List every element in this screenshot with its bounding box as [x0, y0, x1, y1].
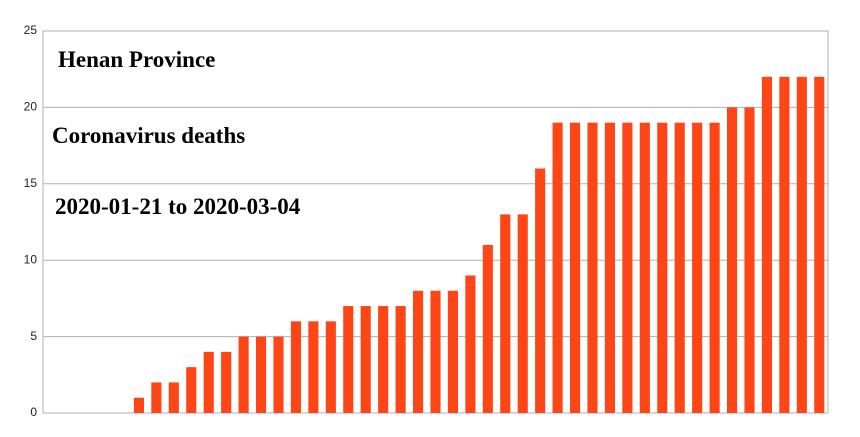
bar	[378, 306, 389, 413]
bar	[151, 382, 162, 413]
bar	[814, 76, 825, 413]
bar	[465, 275, 476, 413]
bar	[290, 321, 302, 413]
chart-title: Henan Province	[58, 47, 215, 72]
bar	[569, 122, 581, 414]
date-range: 2020-01-21 to 2020-03-04	[55, 194, 301, 219]
bar	[622, 122, 633, 414]
bar	[221, 351, 232, 413]
bar	[709, 122, 720, 414]
chart-subtitle: Coronavirus deaths	[52, 123, 245, 148]
bar	[761, 76, 773, 413]
bar	[587, 122, 598, 414]
y-tick-label: 20	[24, 100, 38, 114]
bar	[343, 306, 354, 413]
bar	[674, 122, 685, 414]
bar	[308, 321, 319, 413]
bar	[412, 290, 424, 413]
bar	[657, 122, 668, 414]
bar	[447, 290, 459, 413]
bar	[535, 168, 546, 413]
bar	[133, 397, 145, 413]
bar	[395, 306, 406, 413]
bar	[238, 336, 249, 413]
y-tick-label: 15	[24, 176, 38, 190]
y-tick-label: 10	[24, 252, 38, 266]
y-tick-label: 25	[24, 23, 38, 37]
bar	[552, 122, 563, 414]
y-tick-label: 0	[30, 405, 37, 419]
bar	[796, 76, 807, 413]
bar	[430, 290, 441, 413]
bar	[517, 214, 528, 413]
bar	[726, 107, 738, 414]
bar	[360, 306, 371, 413]
bar	[186, 367, 197, 413]
bar	[325, 321, 336, 413]
bar	[604, 122, 616, 414]
bar	[500, 214, 511, 413]
bar	[273, 336, 284, 413]
y-tick-label: 5	[30, 329, 37, 343]
bar	[482, 244, 493, 413]
bar	[255, 336, 267, 413]
bar	[692, 122, 703, 414]
bar	[168, 382, 179, 413]
bar	[639, 122, 650, 414]
bar	[779, 76, 790, 413]
bar	[744, 107, 755, 414]
bar	[203, 351, 214, 413]
